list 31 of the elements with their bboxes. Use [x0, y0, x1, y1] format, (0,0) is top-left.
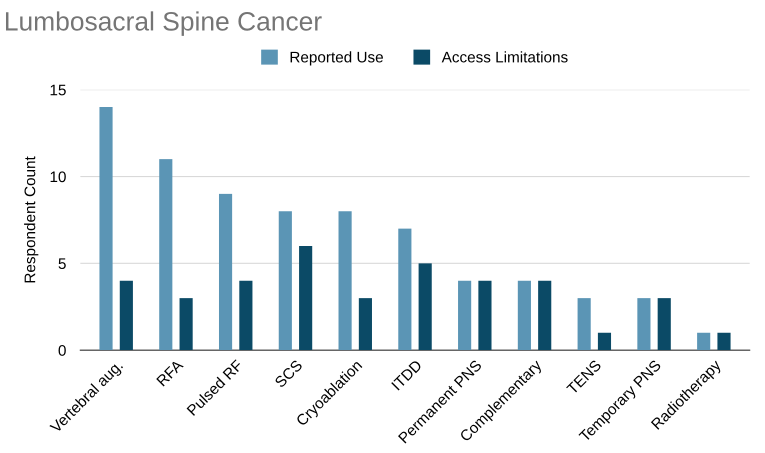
x-tick-label: RFA [156, 358, 184, 386]
bar [120, 280, 133, 350]
bar [398, 228, 412, 350]
bar [239, 280, 252, 350]
bar [518, 280, 531, 350]
bar [697, 332, 710, 350]
bar [637, 298, 650, 350]
bar [180, 298, 193, 350]
bar [99, 107, 113, 350]
bar [538, 280, 552, 350]
y-tick-label: 15 [50, 84, 66, 96]
legend-label: Reported Use [290, 51, 383, 66]
bar [338, 211, 352, 350]
bar [358, 298, 372, 350]
bar [458, 280, 472, 350]
bar [478, 280, 492, 350]
bar [658, 298, 671, 350]
bar [578, 298, 591, 350]
bar [159, 159, 172, 350]
bar [717, 332, 731, 350]
y-tick-label: 10 [50, 171, 66, 182]
bar [598, 332, 612, 350]
y-axis-title: Respondent Count [24, 156, 38, 282]
bar [278, 211, 292, 350]
y-tick-label: 5 [58, 258, 66, 270]
bar [418, 263, 432, 350]
legend-label: Access Limitations [442, 51, 568, 63]
y-tick-label: 0 [58, 345, 66, 356]
bar [299, 246, 312, 350]
chart-title: Lumbosacral Spine Cancer [6, 11, 322, 36]
bar [218, 194, 232, 350]
